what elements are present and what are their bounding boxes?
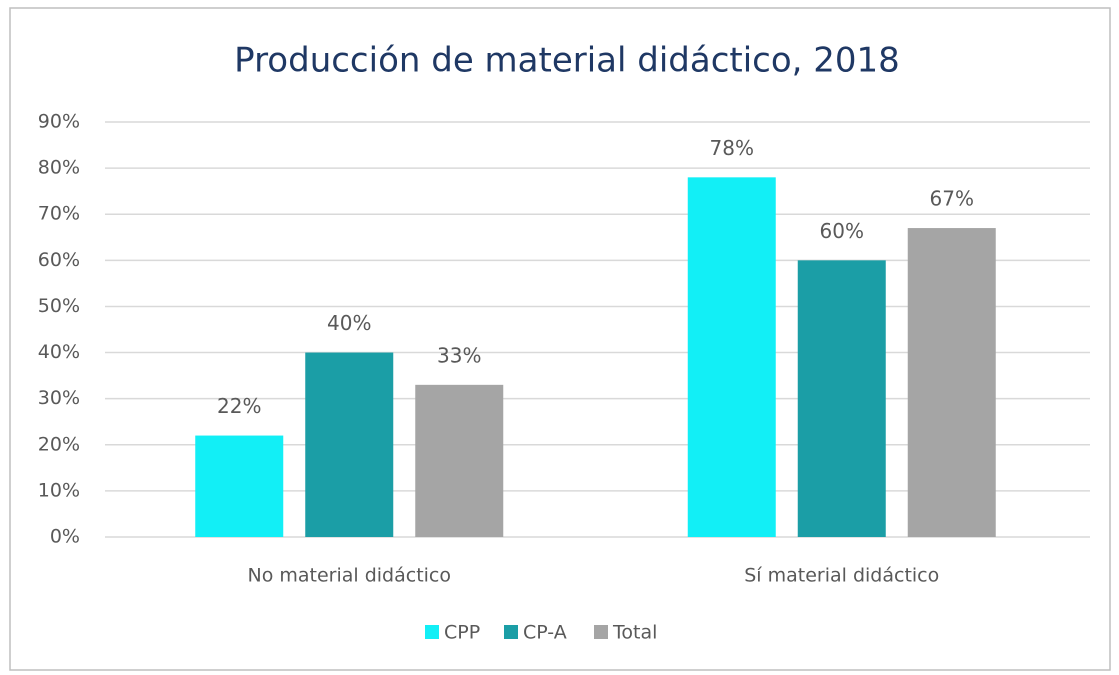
y-tick-label: 50%	[38, 295, 80, 317]
y-tick-label: 80%	[38, 157, 80, 179]
legend-swatch	[425, 625, 439, 639]
x-tick-label: Sí material didáctico	[744, 565, 939, 587]
legend-swatch	[504, 625, 518, 639]
chart-title: Producción de material didáctico, 2018	[234, 41, 900, 81]
legend-label: CPP	[444, 622, 480, 644]
value-label: 60%	[820, 219, 864, 243]
bar	[305, 352, 394, 537]
y-tick-label: 90%	[38, 111, 80, 133]
y-tick-label: 20%	[38, 433, 80, 455]
y-tick-label: 10%	[38, 479, 80, 501]
legend-label: CP-A	[523, 622, 567, 644]
value-label: 78%	[710, 136, 754, 160]
legend-label: Total	[612, 622, 657, 644]
bar	[797, 260, 886, 537]
value-label: 33%	[437, 343, 481, 367]
legend-swatch	[594, 625, 608, 639]
bar	[907, 228, 996, 538]
value-label: 67%	[930, 187, 974, 211]
y-tick-label: 0%	[50, 526, 80, 548]
y-tick-label: 70%	[38, 203, 80, 225]
y-tick-label: 30%	[38, 387, 80, 409]
y-tick-label: 60%	[38, 249, 80, 271]
x-tick-label: No material didáctico	[247, 565, 451, 587]
bar	[415, 384, 504, 537]
value-label: 22%	[217, 394, 261, 418]
bar	[687, 177, 776, 538]
value-label: 40%	[327, 311, 371, 335]
bar	[195, 435, 284, 537]
y-tick-label: 40%	[38, 341, 80, 363]
